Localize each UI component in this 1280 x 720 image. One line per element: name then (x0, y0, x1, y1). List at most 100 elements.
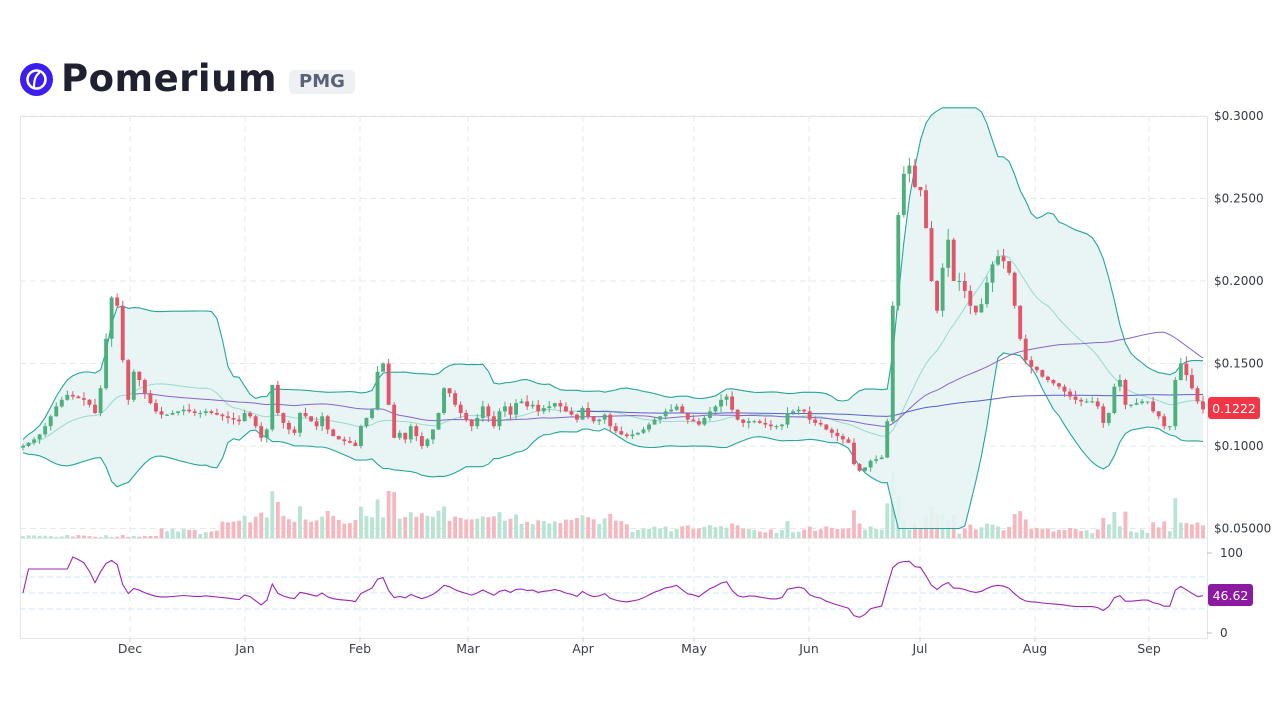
volume-bar (990, 524, 995, 538)
volume-bar (464, 519, 469, 538)
volume-bar (519, 524, 524, 538)
candle-body (641, 429, 646, 433)
last-price-tag: 0.1222 (1208, 397, 1260, 419)
volume-bar (685, 525, 690, 538)
volume-bar (37, 535, 42, 538)
volume-bar (303, 519, 308, 538)
volume-bar (436, 510, 441, 538)
volume-bar (32, 535, 37, 538)
volume-bar (1101, 517, 1106, 538)
month-label: Jan (234, 641, 254, 656)
candle-body (198, 413, 203, 414)
candle-body (1195, 388, 1200, 402)
volume-bar (475, 518, 480, 538)
candle-body (93, 404, 97, 413)
volume-bar (829, 527, 834, 538)
candle-body (741, 419, 746, 423)
volume-bar (1195, 522, 1200, 538)
volume-bar (1068, 527, 1072, 538)
candle-body (1117, 380, 1122, 387)
candle-body (624, 434, 629, 437)
price-tick-label: $0.3000 (1214, 109, 1264, 123)
candle-body (608, 414, 613, 427)
candle-body (303, 413, 308, 417)
candle-body (408, 426, 413, 440)
volume-bar (226, 522, 230, 538)
candle-body (159, 411, 164, 415)
candle-body (170, 413, 175, 415)
candle-body (514, 403, 518, 415)
candle-body (536, 404, 541, 412)
candle-body (957, 281, 962, 282)
volume-bar (591, 519, 596, 538)
candle-body (214, 413, 219, 415)
candle-body (541, 408, 546, 412)
candle-body (696, 421, 701, 425)
volume-bar (76, 535, 81, 538)
candle-body (1012, 272, 1017, 306)
candle-body (591, 416, 596, 422)
volume-bar (1045, 528, 1050, 538)
candle-body (43, 426, 48, 435)
candle-body (1167, 426, 1172, 428)
volume-bar (347, 523, 352, 538)
volume-bar (214, 530, 219, 538)
candle-body (270, 384, 275, 430)
volume-bar (98, 536, 103, 538)
volume-bar (946, 520, 951, 538)
candle-body (447, 388, 452, 394)
candle-body (807, 411, 812, 420)
candle-body (231, 417, 236, 420)
candle-body (154, 403, 158, 412)
candle-body (137, 371, 142, 380)
volume-bar (752, 530, 757, 538)
volume-bar (918, 529, 923, 538)
volume-bar (270, 491, 275, 538)
volume-bar (741, 528, 746, 538)
candle-body (863, 467, 868, 471)
volume-bar (425, 515, 430, 538)
volume-bar (1129, 531, 1133, 538)
candle-body (275, 384, 280, 413)
candle-body (802, 409, 807, 412)
volume-bar (796, 531, 801, 538)
volume-bar (469, 519, 474, 538)
candle-body (104, 338, 109, 389)
volume-bar (1051, 531, 1056, 538)
ticker-badge: PMG (289, 70, 355, 94)
candle-body (1045, 376, 1050, 380)
candle-body (237, 419, 241, 422)
candle-body (226, 416, 230, 418)
candle-body (59, 399, 64, 407)
candle-body (519, 401, 524, 404)
last-rsi-tag: 46.62 (1208, 584, 1253, 606)
candle-body (647, 424, 651, 430)
volume-bar (968, 524, 973, 538)
candle-body (1129, 404, 1133, 406)
candle-body (635, 432, 640, 435)
volume-bar (497, 512, 502, 538)
volume-bar (309, 521, 314, 538)
candle-body (70, 394, 75, 397)
candle-body (142, 380, 147, 394)
candle-body (907, 165, 912, 174)
candle-body (768, 424, 773, 427)
volume-bar (292, 521, 297, 538)
volume-bar (1173, 498, 1178, 538)
volume-bar (120, 535, 125, 538)
volume-bar (220, 521, 225, 538)
volume-bar (807, 526, 812, 538)
volume-bar (630, 532, 635, 538)
candle-body (1173, 380, 1178, 427)
candle-body (21, 446, 25, 448)
volume-bar (198, 533, 203, 538)
volume-bar (275, 501, 280, 538)
candle-body (309, 416, 314, 422)
candle-body (896, 215, 901, 306)
candle-body (818, 422, 823, 425)
candle-body (757, 421, 762, 423)
candle-body (575, 414, 579, 420)
month-label: Aug (1023, 641, 1047, 656)
volume-bar (912, 524, 917, 538)
